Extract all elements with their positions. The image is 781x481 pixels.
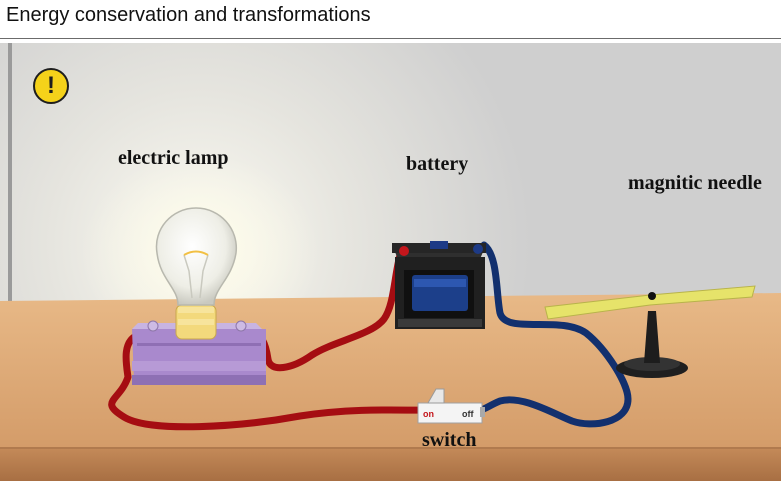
warning-icon[interactable]: ! bbox=[33, 68, 69, 104]
lamp-label: electric lamp bbox=[118, 147, 229, 169]
switch[interactable] bbox=[417, 388, 485, 424]
table-front bbox=[0, 448, 781, 481]
title-bar: Energy conservation and transformations bbox=[0, 0, 781, 39]
switch-off-label[interactable]: off bbox=[462, 409, 474, 419]
battery-label: battery bbox=[406, 153, 469, 175]
scene-graphic: on off bbox=[0, 43, 781, 481]
red-wire bbox=[108, 251, 429, 431]
blue-wire bbox=[476, 241, 632, 428]
switch-label: switch bbox=[422, 429, 477, 451]
needle-label: magnitic needle bbox=[628, 172, 762, 194]
page-title: Energy conservation and transformations bbox=[6, 4, 371, 26]
simulation-scene: on off ! electric lamp battery magnitic … bbox=[0, 43, 781, 481]
wall-edge bbox=[8, 43, 12, 303]
magnetic-needle[interactable] bbox=[544, 285, 756, 378]
electric-lamp[interactable] bbox=[132, 207, 266, 385]
switch-on-label[interactable]: on bbox=[423, 409, 434, 419]
battery[interactable] bbox=[392, 241, 486, 329]
